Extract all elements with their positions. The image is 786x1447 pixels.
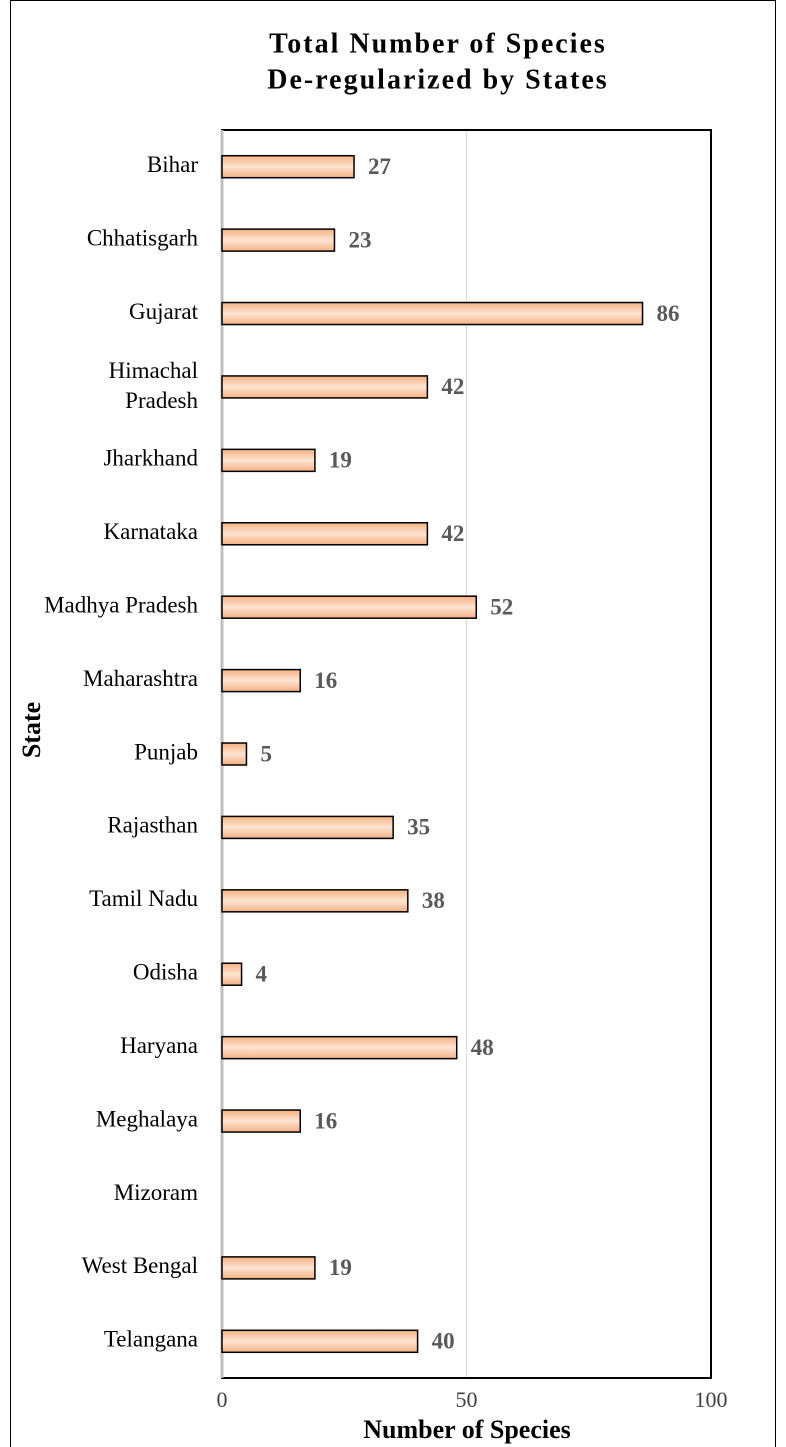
data-label: 19: [329, 1255, 352, 1280]
data-label: 42: [441, 374, 464, 399]
y-tick-label: Punjab: [134, 739, 198, 764]
y-tick-label: Maharashtra: [83, 666, 198, 691]
x-tick-label: 50: [456, 1387, 478, 1412]
y-tick-label: Himachal Pradesh: [109, 358, 199, 413]
chart-border: [10, 0, 776, 1447]
y-tick-label: Gujarat: [129, 299, 199, 324]
data-label: 19: [329, 448, 352, 473]
bar: [221, 375, 429, 399]
y-tick-label: Rajasthan: [107, 813, 198, 838]
data-label: 16: [314, 1108, 337, 1133]
y-tick-label: West Bengal: [82, 1253, 198, 1278]
bar: [221, 522, 429, 546]
y-tick-label: Madhya Pradesh: [44, 592, 198, 617]
data-label: 52: [490, 594, 513, 619]
bar: [221, 742, 248, 766]
bar: [221, 228, 336, 252]
data-label: 23: [348, 227, 371, 252]
x-tick-label: 100: [695, 1387, 728, 1412]
bar: [221, 1329, 419, 1354]
bar: [221, 301, 644, 326]
bar: [221, 1256, 316, 1280]
y-tick-label: Telangana: [104, 1327, 198, 1352]
chart-title: De-regularized by States: [267, 64, 608, 95]
x-axis-title: Number of Species: [363, 1415, 571, 1444]
y-tick-label: Chhatisgarh: [87, 225, 199, 250]
data-label: 35: [407, 815, 430, 840]
chart-title: Total Number of Species: [269, 28, 607, 59]
y-tick-label: Bihar: [147, 152, 198, 177]
y-tick-label: Tamil Nadu: [89, 886, 198, 911]
x-tick-label: 0: [217, 1387, 228, 1412]
data-label: 4: [256, 962, 268, 987]
data-label: 48: [471, 1035, 494, 1060]
data-label: 27: [368, 154, 391, 179]
y-axis-title: State: [17, 702, 46, 758]
bar: [221, 1109, 301, 1133]
y-tick-label: Odisha: [133, 960, 198, 985]
data-label: 16: [314, 668, 337, 693]
bar: [221, 668, 301, 693]
data-label: 40: [432, 1329, 455, 1354]
y-tick-label: Haryana: [120, 1033, 198, 1058]
y-tick-label: Meghalaya: [96, 1106, 198, 1131]
bar: [221, 889, 409, 913]
data-label: 42: [441, 521, 464, 546]
bar: [221, 595, 478, 619]
data-label: 86: [657, 301, 680, 326]
bar: [221, 962, 243, 986]
bar: [221, 1035, 458, 1060]
data-label: 5: [260, 741, 272, 766]
y-tick-label: Mizoram: [114, 1180, 198, 1205]
y-tick-label: Karnataka: [104, 519, 199, 544]
y-tick-label: Jharkhand: [103, 446, 198, 471]
bar: [221, 815, 394, 840]
bar: [221, 154, 355, 179]
bar: [221, 448, 316, 473]
data-label: 38: [422, 888, 445, 913]
